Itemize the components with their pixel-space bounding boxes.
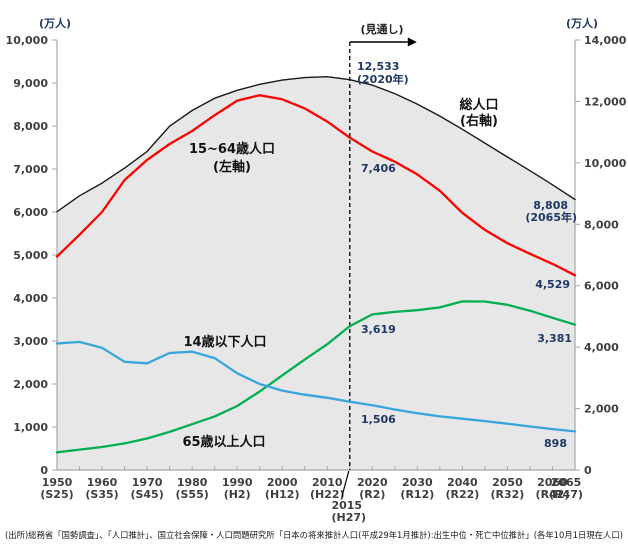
x-axis-era-label: (R12) [400,488,434,501]
left-axis-tick-label: 8,000 [13,120,48,133]
x-axis-era-label: (R2) [359,488,385,501]
series-line-1 [55,94,577,277]
x-axis-era-label: (R32) [491,488,525,501]
x-axis-year-label: 2020 [357,476,388,489]
right-axis-tick-label: 2,000 [584,403,619,416]
x-axis-era-label: (H2) [224,488,251,501]
left-axis-tick-label: 3,000 [13,335,48,348]
x-axis-year-label: 2050 [492,476,523,489]
forecast-divider: 2015(H27) [331,37,417,524]
left-axis-tick-label: 9,000 [13,77,48,90]
forecast-year-label: 2015 [331,499,362,512]
forecast-year-leader-line [341,470,350,498]
annotation-elderly-2020: 3,619 [361,323,396,336]
right-axis-tick-label: 6,000 [584,280,619,293]
x-axis-era-label: (S35) [85,488,118,501]
forecast-arrow-head [407,37,417,47]
x-axis-year-label: 2060 [537,476,568,489]
forecast-era-label: (H27) [331,511,366,524]
x-axis-era-label: (R47) [549,488,583,501]
left-axis-tick-label: 4,000 [13,292,48,305]
x-axis-year-label: 2030 [402,476,433,489]
left-axis-tick-label: 0 [40,464,48,477]
x-axis-era-label: (S55) [175,488,208,501]
x-axis-year-label: 2000 [267,476,298,489]
left-axis-tick-label: 1,000 [13,421,48,434]
annotation-total-2065-value: 8,808 [533,199,568,212]
x-axis-year-label: 2065 [551,476,582,489]
left-axis-tick-label: 6,000 [13,206,48,219]
forecast-caption: (見通し) [360,23,403,36]
series-line-2 [55,300,577,454]
x-axis-era-label: (S45) [130,488,163,501]
child-series-label: 14歳以下人口 [183,334,266,350]
total-area-fill [57,76,575,470]
annotation-child-2065: 898 [544,437,567,450]
right-axis-tick-label: 4,000 [584,341,619,354]
right-axis-tick-label: 14,000 [584,34,627,47]
total-population-area [57,76,575,470]
annotation-total-2020-note: (2020年) [357,72,409,86]
working-series-label-line1: 15~64歳人口 [189,141,275,157]
source-note: (出所)総務省「国勢調査」、「人口推計」、国立社会保障・人口問題研究所「日本の将… [5,530,623,541]
x-axis-year-label: 1970 [132,476,163,489]
left-axis-tick-label: 10,000 [6,34,49,47]
left-axis-tick-label: 7,000 [13,163,48,176]
annotation-working-2020: 7,406 [361,162,396,175]
x-axis-era-label: (H12) [265,488,300,501]
left-axis-unit-label: (万人) [39,16,71,30]
left-axis-tick-label: 5,000 [13,249,48,262]
annotation-child-2020: 1,506 [361,413,396,426]
annotation-total-2020-value: 12,533 [357,60,399,73]
x-axis-era-label: (S25) [40,488,73,501]
elderly-series-label: 65歳以上人口 [182,434,265,450]
x-axis-year-label: 2010 [312,476,343,489]
right-axis-tick-label: 12,000 [584,95,627,108]
right-axis-unit-label: (万人) [566,16,598,30]
working-series-label-line2: (左軸) [213,159,251,175]
annotation-working-2065: 4,529 [535,278,570,291]
total-series-label-line1: 総人口 [459,97,498,113]
right-axis-tick-label: 10,000 [584,157,627,170]
x-axis-year-label: 1990 [222,476,253,489]
right-axis-tick-label: 8,000 [584,218,619,231]
right-axis-tick-label: 0 [584,464,592,477]
series-line-3 [55,340,577,433]
x-axis-era-label: (R22) [445,488,479,501]
annotation-elderly-2065: 3,381 [537,332,572,345]
axes: 0 1,000 2,000 3,000 4,000 5,000 6,000 7,000 8,00… [6,34,627,501]
total-series-label-line2: (右軸) [460,113,498,129]
series-lines [55,75,577,454]
series-line-0 [56,75,576,213]
x-axis-year-label: 1980 [177,476,208,489]
x-axis-year-label: 1950 [42,476,73,489]
x-axis-era-label: (H22) [310,488,345,501]
x-axis-year-label: 1960 [87,476,118,489]
annotation-total-2065-note: (2065年) [525,210,577,224]
x-axis-era-label: (R42) [536,488,570,501]
x-axis-year-label: 2040 [447,476,478,489]
left-axis-tick-label: 2,000 [13,378,48,391]
